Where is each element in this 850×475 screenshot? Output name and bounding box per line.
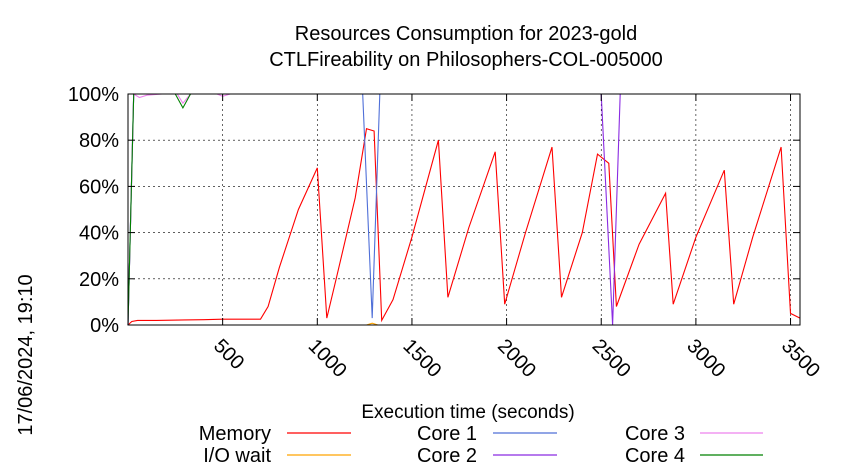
legend-label: Core 2 — [417, 445, 477, 467]
y-tick-label: 20% — [79, 269, 119, 291]
y-tick-label: 80% — [79, 130, 119, 152]
series-line-memory — [127, 127, 801, 326]
x-axis-ticks: 500 1000 1500 2000 2500 3000 3500 — [209, 94, 824, 382]
x-tick-label: 3500 — [777, 335, 824, 382]
x-tick-label: 500 — [209, 335, 248, 374]
legend-label: I/O wait — [203, 445, 271, 467]
grid-lines — [128, 94, 800, 325]
y-tick-label: 60% — [79, 176, 119, 198]
y-tick-label: 40% — [79, 223, 119, 245]
legend-label: Core 3 — [625, 423, 685, 445]
series-line-core-3 — [127, 93, 800, 326]
x-tick-label: 1500 — [398, 335, 445, 382]
legend-label: Memory — [199, 423, 271, 445]
series-line-core-4 — [127, 93, 800, 326]
x-tick-label: 1000 — [304, 335, 351, 382]
series-lines — [127, 93, 801, 326]
plot-frame — [127, 93, 801, 326]
y-axis-ticks: 0% 20% 40% 60% 80% 100% — [68, 84, 800, 337]
y-tick-label: 0% — [90, 315, 119, 337]
chart-title-line-1: Resources Consumption for 2023-gold — [295, 23, 637, 45]
x-axis-label: Execution time (seconds) — [361, 402, 574, 423]
timestamp-label: 17/06/2024, 19:10 — [15, 274, 37, 435]
x-tick-label: 2000 — [493, 335, 540, 382]
legend-label: Core 1 — [417, 423, 477, 445]
chart-title-line-2: CTLFireability on Philosophers-COL-00500… — [269, 49, 663, 71]
series-line-core-1 — [127, 93, 800, 326]
series-line-core-2 — [127, 93, 800, 326]
y-tick-label: 100% — [68, 84, 119, 106]
x-tick-label: 2500 — [588, 335, 635, 382]
x-tick-label: 3000 — [682, 335, 729, 382]
legend-label: Core 4 — [625, 445, 685, 467]
